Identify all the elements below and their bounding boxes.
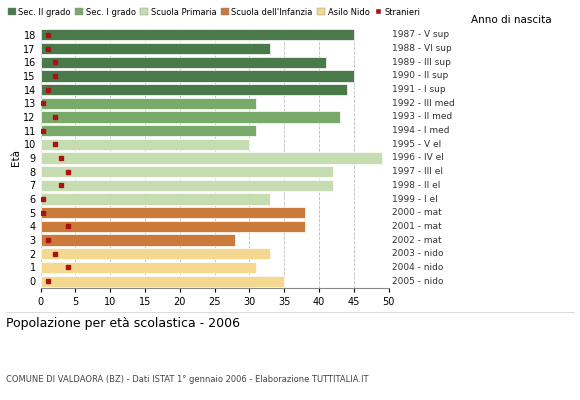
Text: Anno di nascita: Anno di nascita [470, 15, 551, 25]
Text: Popolazione per età scolastica - 2006: Popolazione per età scolastica - 2006 [6, 317, 240, 330]
Bar [41, 166, 333, 177]
Text: 1990 - II sup: 1990 - II sup [393, 71, 449, 80]
Text: 1988 - VI sup: 1988 - VI sup [393, 44, 452, 53]
Bar [41, 125, 256, 136]
Bar [41, 56, 326, 68]
Bar [41, 139, 249, 150]
Text: 2005 - nido: 2005 - nido [393, 277, 444, 286]
Text: 1987 - V sup: 1987 - V sup [393, 30, 450, 39]
Text: 1995 - V el: 1995 - V el [393, 140, 442, 149]
Text: 1993 - II med: 1993 - II med [393, 112, 452, 122]
Text: 2002 - mat: 2002 - mat [393, 236, 442, 245]
Bar [41, 70, 354, 82]
Bar [41, 152, 382, 164]
Bar [41, 111, 340, 122]
Text: 2001 - mat: 2001 - mat [393, 222, 442, 231]
Text: COMUNE DI VALDAORA (BZ) - Dati ISTAT 1° gennaio 2006 - Elaborazione TUTTITALIA.I: COMUNE DI VALDAORA (BZ) - Dati ISTAT 1° … [6, 375, 368, 384]
Bar [41, 262, 256, 273]
Bar [41, 84, 347, 95]
Text: 1994 - I med: 1994 - I med [393, 126, 450, 135]
Bar [41, 234, 235, 246]
Text: 1991 - I sup: 1991 - I sup [393, 85, 446, 94]
Bar [41, 248, 270, 259]
Text: 2000 - mat: 2000 - mat [393, 208, 442, 217]
Text: 1999 - I el: 1999 - I el [393, 194, 438, 204]
Text: 1992 - III med: 1992 - III med [393, 99, 455, 108]
Text: 1989 - III sup: 1989 - III sup [393, 58, 451, 67]
Text: 1997 - III el: 1997 - III el [393, 167, 444, 176]
Text: 2003 - nido: 2003 - nido [393, 249, 444, 258]
Bar [41, 207, 305, 218]
Text: 1998 - II el: 1998 - II el [393, 181, 441, 190]
Bar [41, 98, 256, 109]
Bar [41, 276, 284, 287]
Text: 1996 - IV el: 1996 - IV el [393, 154, 444, 162]
Legend: Sec. II grado, Sec. I grado, Scuola Primaria, Scuola dell'Infanzia, Asilo Nido, : Sec. II grado, Sec. I grado, Scuola Prim… [4, 4, 424, 20]
Bar [41, 180, 333, 191]
Text: 2004 - nido: 2004 - nido [393, 263, 444, 272]
Bar [41, 194, 270, 205]
Y-axis label: Età: Età [10, 150, 20, 166]
Bar [41, 221, 305, 232]
Bar [41, 29, 354, 40]
Bar [41, 43, 270, 54]
